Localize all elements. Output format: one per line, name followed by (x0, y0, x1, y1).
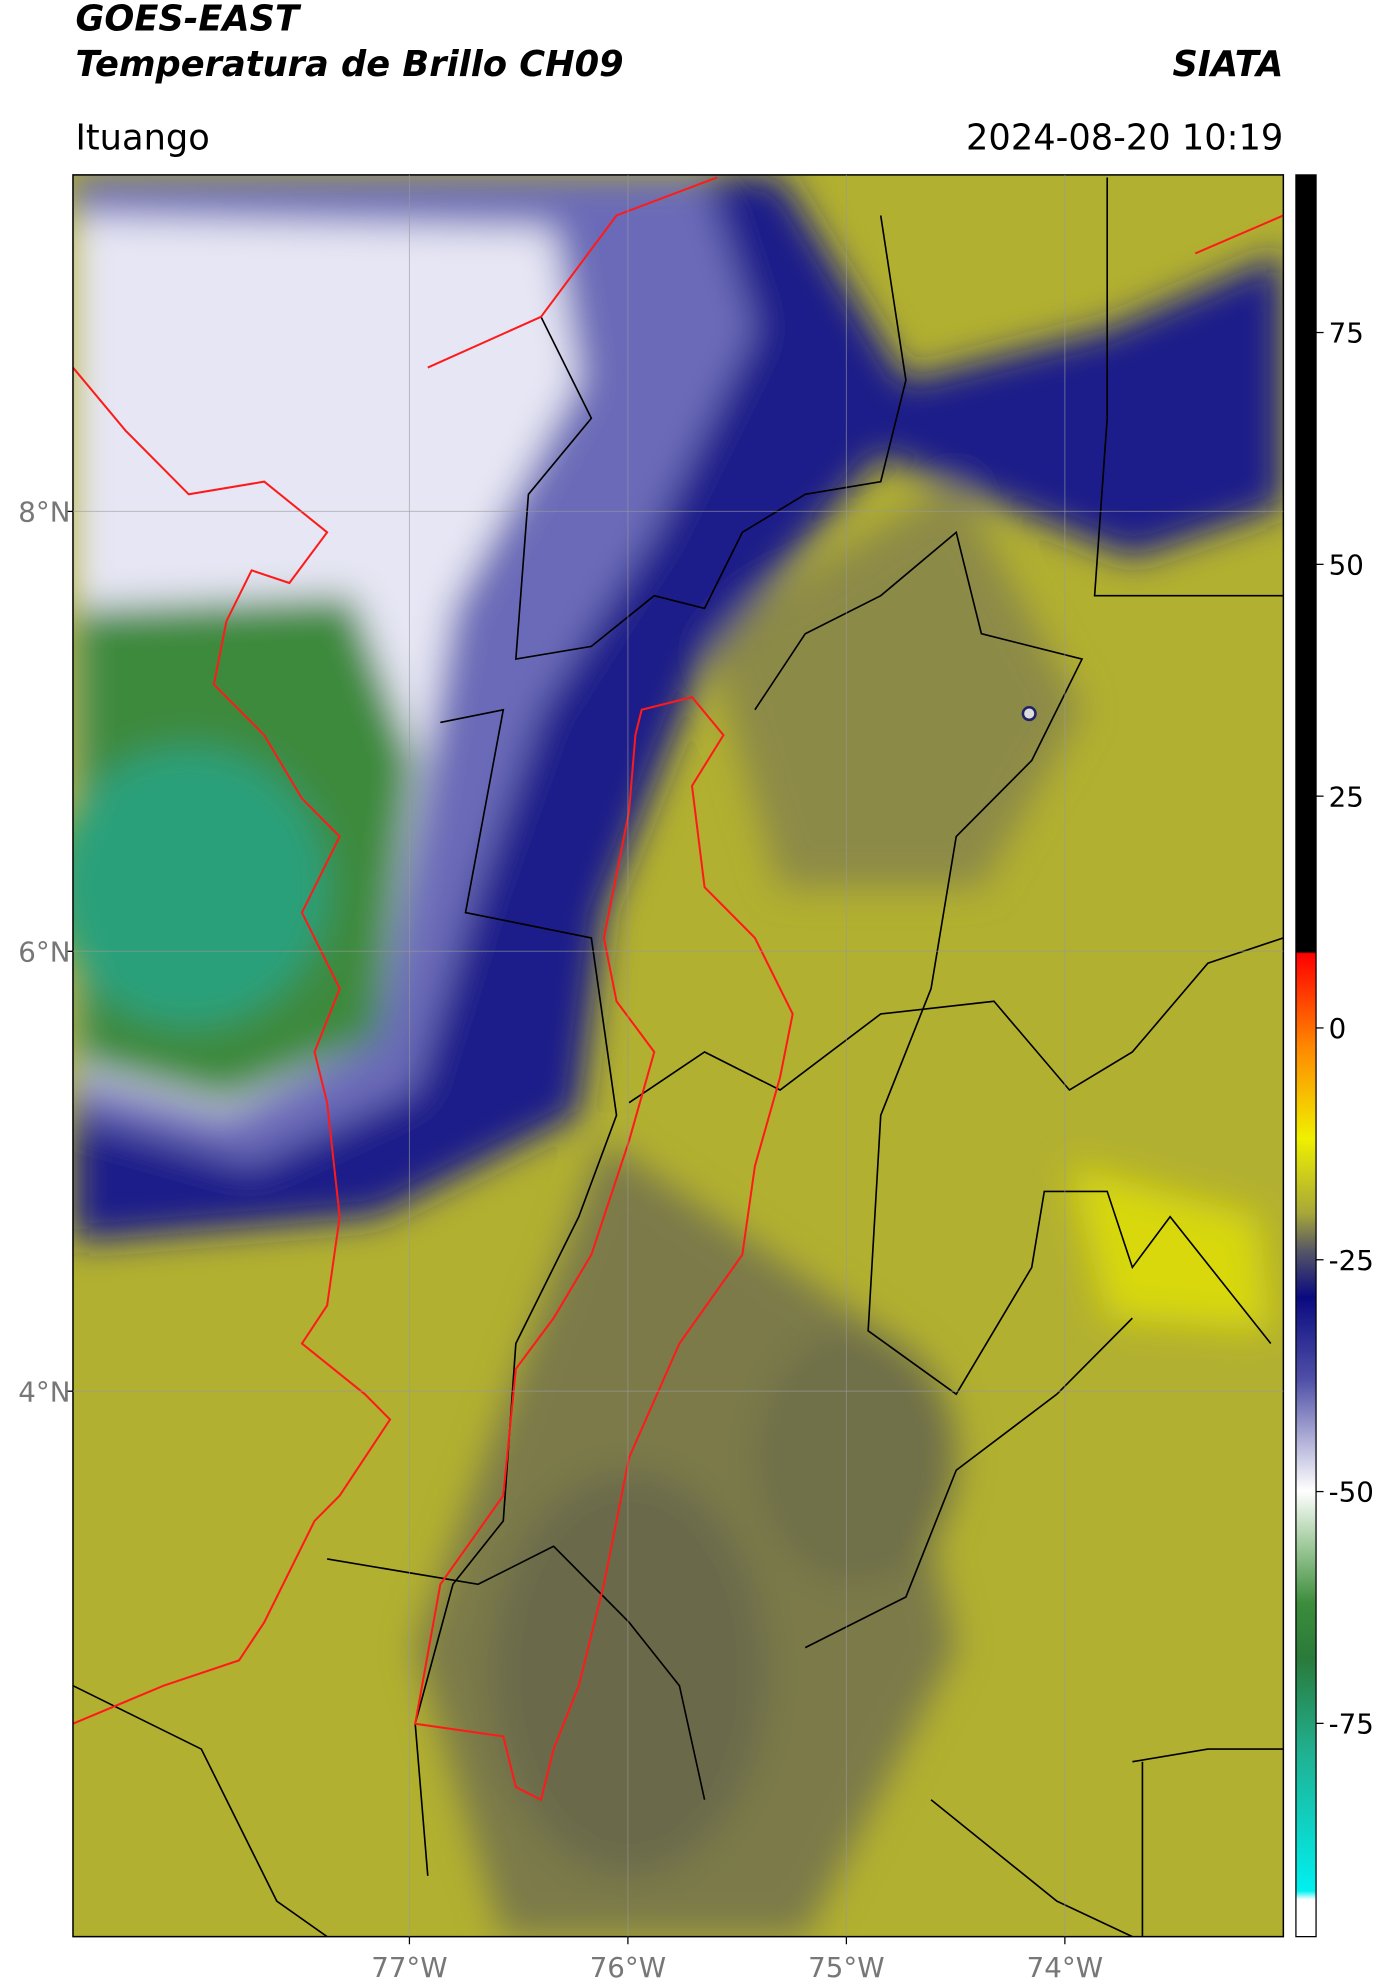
colorbar-tick-label: -75 (1329, 1707, 1374, 1740)
datetime: 2024-08-20 10:19 (966, 117, 1283, 158)
colorbar-tick-label: -50 (1329, 1476, 1374, 1509)
colorbar-tick-label: -25 (1329, 1244, 1374, 1277)
colorbar (1295, 174, 1317, 1938)
x-tick-label: 76°W (590, 1951, 666, 1981)
y-tick-label: 8°N (18, 495, 70, 528)
y-tick-label: 4°N (18, 1375, 70, 1408)
x-tick-label: 77°W (371, 1951, 447, 1981)
colorbar-tick-label: 75 (1329, 317, 1364, 350)
satellite-image (72, 174, 1284, 1937)
x-tick-label: 74°W (1027, 1951, 1103, 1981)
source: SIATA (1172, 44, 1283, 85)
colorbar-tick-label: 0 (1329, 1012, 1347, 1045)
map-frame (72, 174, 1285, 1938)
colorbar-tick-label: 25 (1329, 780, 1364, 813)
colorbar-tick-label: 50 (1329, 548, 1364, 581)
y-tick-label: 6°N (18, 935, 70, 968)
title: GOES-EAST (75, 0, 301, 39)
title: Temperatura de Brillo CH09 (75, 44, 623, 85)
x-tick-label: 75°W (808, 1951, 884, 1981)
location: Ituango (75, 117, 209, 158)
